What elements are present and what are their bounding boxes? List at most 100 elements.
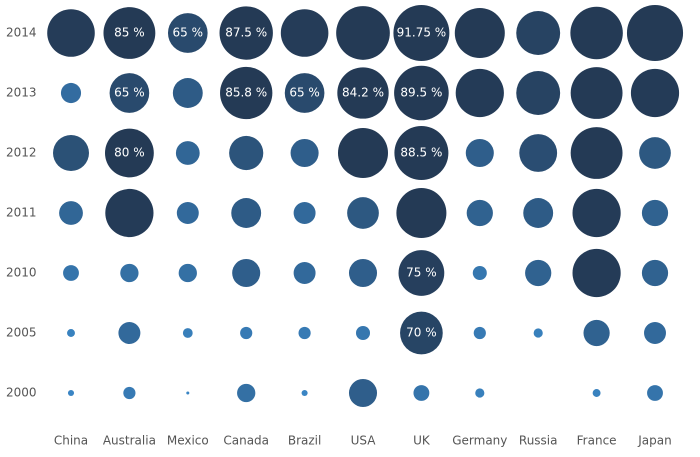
bubble [237,383,256,403]
bubble [572,188,621,238]
bubble [240,326,253,340]
bubble [104,128,154,178]
bubble [465,138,494,168]
value-label: 85.8 % [225,86,267,100]
bubble [298,326,311,340]
bubble [639,137,671,169]
bubble [644,322,666,344]
bubble [219,6,273,60]
y-tick-label: 2013 [6,86,37,100]
bubble [182,328,193,338]
y-tick-label: 2011 [6,206,37,220]
x-tick-label: USA [351,434,377,448]
bubble [533,328,543,338]
bubble [220,66,273,120]
bubble [67,389,75,397]
bubble [301,389,308,397]
bubble [393,5,450,61]
value-label: 88.5 % [400,146,442,160]
bubble [109,73,150,113]
bubble [47,9,95,57]
bubble [394,126,449,180]
bubble [229,135,264,171]
value-label: 89.5 % [400,86,442,100]
bubble [53,135,89,171]
y-tick-label: 2014 [6,26,37,40]
bubble [167,13,208,53]
x-tick-label: Mexico [167,434,209,448]
bubble [336,6,390,60]
bubble [63,265,79,281]
bubble [570,127,623,179]
bubble [290,138,319,168]
y-tick-label: 2010 [6,266,37,280]
bubble [516,11,561,55]
bubble [523,198,554,228]
bubble [232,258,261,288]
bubble [103,7,156,59]
bubble [348,378,378,408]
bubble [455,68,504,118]
bubble [280,9,329,57]
bubble [570,67,623,119]
bubble [454,7,505,59]
bubble [293,202,316,224]
y-tick-label: 2012 [6,146,37,160]
bubble [475,388,485,398]
bubble [175,141,200,165]
value-label: 65 % [114,86,145,100]
x-tick-label: Australia [103,434,156,448]
x-tick-label: France [577,434,617,448]
bubble [118,322,141,344]
bubble [592,389,601,397]
value-label: 65 % [173,26,204,40]
x-tick-label: Russia [519,434,558,448]
x-tick-label: China [54,434,88,448]
x-tick-label: Brazil [288,434,322,448]
bubble [105,188,154,238]
bubble [516,71,561,115]
bubble [123,386,136,400]
bubble [337,127,389,179]
bubble [630,68,680,118]
bubble [120,263,139,283]
bubble [525,259,552,287]
bubble [337,67,389,119]
value-label: 85 % [114,26,145,40]
bubble [626,4,684,62]
x-tick-label: Canada [223,434,269,448]
bubble [67,329,75,337]
bubble [519,134,558,172]
bubble [641,199,669,227]
bubble [186,391,190,395]
value-label: 84.2 % [342,86,384,100]
bubble [293,262,316,284]
bubble [396,187,447,239]
bubble [472,265,487,281]
bubble [178,263,197,283]
value-label: 75 % [406,266,437,280]
bubble [473,326,486,340]
y-tick-label: 2005 [6,326,37,340]
bubble [583,319,610,347]
bubble [347,197,379,229]
bubble [398,250,445,296]
value-label: 91.75 % [397,26,447,40]
bubble [570,6,623,60]
bubble [466,199,493,227]
bubble [394,65,449,121]
bubble [647,385,663,401]
value-label: 87.5 % [225,26,267,40]
bubble [641,259,669,287]
value-label: 80 % [114,146,145,160]
bubble [172,78,203,108]
bubble [355,325,371,341]
bubble [348,258,378,288]
y-tick-label: 2000 [6,386,37,400]
bubble [59,201,83,225]
bubble [400,311,443,355]
bubble [176,202,199,224]
x-tick-label: UK [413,434,431,448]
x-tick-label: Japan [637,434,671,448]
